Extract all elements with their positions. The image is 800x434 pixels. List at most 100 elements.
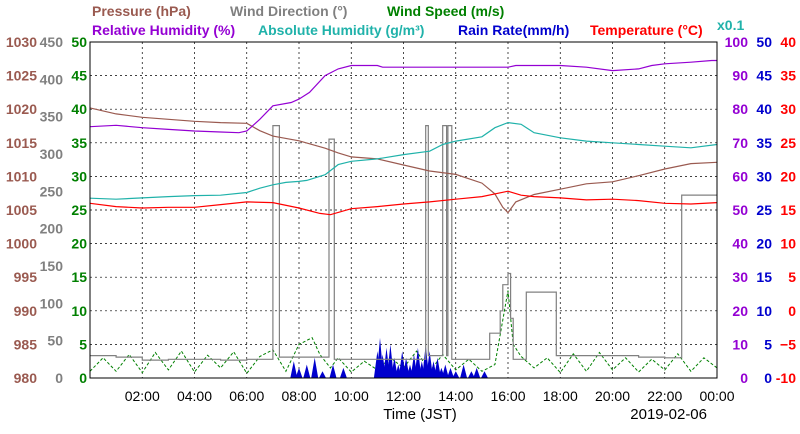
y-tick-humidity: 70 bbox=[732, 135, 748, 151]
y-tick-humidity: 30 bbox=[732, 269, 748, 285]
series-humidity-line bbox=[89, 121, 718, 200]
y-tick-humidity: 90 bbox=[732, 68, 748, 84]
y-tick-humidity: 10 bbox=[732, 336, 748, 352]
header-temperature: Temperature (°C) bbox=[590, 22, 703, 38]
x-tick-label: 12:00 bbox=[386, 388, 421, 404]
rain-rate-bar bbox=[295, 367, 303, 378]
x-tick-label: 20:00 bbox=[595, 388, 630, 404]
series-humidity-line bbox=[89, 59, 717, 134]
y-tick-wind_direction: 300 bbox=[40, 146, 64, 162]
series-temperature-line bbox=[89, 190, 718, 216]
rain-rate-bar bbox=[311, 357, 319, 378]
y-tick-temperature: 0 bbox=[788, 303, 796, 319]
y-tick-humidity: 80 bbox=[732, 101, 748, 117]
y-tick-pressure: 1020 bbox=[6, 101, 37, 117]
date-label: 2019-02-06 bbox=[630, 406, 707, 423]
y-tick-wind_speed: 25 bbox=[71, 202, 87, 218]
y-tick-humidity: 50 bbox=[732, 202, 748, 218]
rain-rate-bar bbox=[426, 351, 434, 378]
y-tick-wind_speed: 50 bbox=[71, 34, 87, 50]
plot-frame bbox=[89, 41, 718, 379]
x-tick-label: 00:00 bbox=[699, 388, 734, 404]
y-tick-humidity: 20 bbox=[732, 303, 748, 319]
y-tick-pressure: 985 bbox=[14, 336, 38, 352]
y-tick-pressure: 1005 bbox=[6, 202, 37, 218]
header-pressure: Pressure (hPa) bbox=[92, 3, 191, 19]
rain-rate-bar bbox=[319, 371, 326, 378]
rain-rate-bar bbox=[481, 371, 488, 378]
header-rain-rate: Rain Rate(mm/h) bbox=[458, 22, 569, 38]
x-tick-label: 16:00 bbox=[490, 388, 525, 404]
rain-rate-bar bbox=[339, 367, 347, 378]
x-tick-label: 14:00 bbox=[438, 388, 473, 404]
y-tick-rain_rate: 45 bbox=[756, 68, 772, 84]
y-tick-temperature: 10 bbox=[780, 236, 796, 252]
y-tick-wind_speed: 40 bbox=[71, 101, 87, 117]
y-tick-temperature: 30 bbox=[780, 101, 796, 117]
y-tick-pressure: 1010 bbox=[6, 168, 37, 184]
header-absolute-humidity: Absolute Humidity (g/m³) bbox=[258, 22, 424, 38]
y-tick-humidity: 0 bbox=[740, 370, 748, 386]
y-tick-humidity: 100 bbox=[725, 34, 749, 50]
y-tick-wind_speed: 5 bbox=[79, 336, 87, 352]
y-tick-humidity: 40 bbox=[732, 236, 748, 252]
y-tick-wind_direction: 0 bbox=[55, 370, 63, 386]
grid-lines bbox=[90, 42, 717, 378]
y-tick-wind_direction: 150 bbox=[40, 258, 64, 274]
y-tick-pressure: 1000 bbox=[6, 236, 37, 252]
header-relative-humidity: Relative Humidity (%) bbox=[92, 22, 235, 38]
y-tick-humidity: 60 bbox=[732, 168, 748, 184]
x-tick-label: 04:00 bbox=[177, 388, 212, 404]
y-tick-temperature: 15 bbox=[780, 202, 796, 218]
y-tick-wind_speed: 30 bbox=[71, 168, 87, 184]
rain-rate-bar bbox=[329, 364, 337, 378]
y-tick-wind_direction: 400 bbox=[40, 71, 64, 87]
plot-area bbox=[89, 59, 718, 378]
rain-rate-bar bbox=[414, 347, 422, 378]
y-tick-wind_speed: 45 bbox=[71, 68, 87, 84]
y-tick-rain_rate: 40 bbox=[756, 101, 772, 117]
rain-rate-bar bbox=[452, 371, 460, 378]
header-line-2: Relative Humidity (%) Absolute Humidity … bbox=[92, 17, 744, 38]
rain-rate-bar bbox=[303, 364, 311, 378]
y-tick-wind_direction: 250 bbox=[40, 183, 64, 199]
header-wind-speed: Wind Speed (m/s) bbox=[387, 3, 504, 19]
rain-rate-bar bbox=[441, 364, 449, 378]
x-tick-label: 02:00 bbox=[125, 388, 160, 404]
y-tick-temperature: 20 bbox=[780, 168, 796, 184]
axis-ticks: 02:00 04:00 06:00 08:00 10:00 12:00 14:00 16:00… bbox=[6, 34, 796, 404]
y-tick-temperature: 40 bbox=[780, 34, 796, 50]
y-tick-wind_speed: 35 bbox=[71, 135, 87, 151]
rain-rate-bar bbox=[473, 367, 481, 378]
x-tick-label: 08:00 bbox=[281, 388, 316, 404]
y-tick-temperature: 5 bbox=[788, 269, 796, 285]
y-tick-rain_rate: 20 bbox=[756, 236, 772, 252]
y-tick-pressure: 990 bbox=[14, 303, 38, 319]
y-tick-wind_direction: 350 bbox=[40, 109, 64, 125]
x-tick-label: 06:00 bbox=[229, 388, 264, 404]
y-tick-rain_rate: 30 bbox=[756, 168, 772, 184]
y-tick-wind_speed: 20 bbox=[71, 236, 87, 252]
y-tick-wind_speed: 0 bbox=[79, 370, 87, 386]
y-tick-rain_rate: 5 bbox=[764, 336, 772, 352]
y-tick-rain_rate: 10 bbox=[756, 303, 772, 319]
series-wind-direction-line bbox=[90, 125, 717, 361]
y-tick-pressure: 995 bbox=[14, 269, 38, 285]
x-tick-label: 18:00 bbox=[543, 388, 578, 404]
rain-rate-bar bbox=[467, 371, 475, 378]
y-tick-temperature: -10 bbox=[776, 370, 796, 386]
y-tick-wind_direction: 450 bbox=[40, 34, 64, 50]
y-tick-pressure: 980 bbox=[14, 370, 38, 386]
y-tick-wind_direction: 200 bbox=[40, 221, 64, 237]
y-tick-rain_rate: 50 bbox=[756, 34, 772, 50]
header-line-1: Pressure (hPa) Wind Direction (°) Wind S… bbox=[92, 3, 504, 19]
x-tick-label: 10:00 bbox=[334, 388, 369, 404]
x-axis-label: Time (JST) bbox=[383, 406, 457, 423]
y-tick-wind_direction: 100 bbox=[40, 295, 64, 311]
rain-rate-bar bbox=[290, 361, 298, 378]
y-tick-temperature: −5 bbox=[780, 336, 796, 352]
header-wind-direction: Wind Direction (°) bbox=[230, 3, 347, 19]
y-tick-rain_rate: 25 bbox=[756, 202, 772, 218]
y-tick-pressure: 1030 bbox=[6, 34, 37, 50]
